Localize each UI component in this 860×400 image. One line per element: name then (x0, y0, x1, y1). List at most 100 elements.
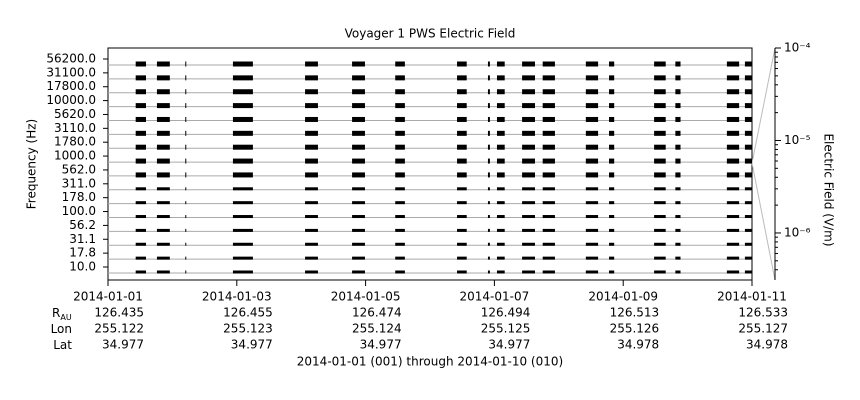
observation-segment (305, 228, 318, 232)
observation-segment (585, 201, 599, 205)
observation-segment (726, 130, 740, 136)
observation-segment (609, 61, 615, 67)
observation-segment (654, 270, 666, 274)
observation-segment (496, 242, 505, 246)
observation-segment (185, 158, 187, 164)
observation-segment (457, 75, 467, 81)
observation-segment (496, 89, 505, 95)
observation-segment (522, 228, 535, 232)
observation-segment (496, 116, 505, 122)
observation-segment (744, 130, 752, 136)
observation-segment (675, 228, 681, 232)
observation-segment (522, 270, 535, 274)
observation-segment (542, 270, 555, 274)
observation-segment (609, 256, 615, 260)
observation-segment (232, 130, 253, 136)
observation-segment (352, 270, 365, 274)
observation-segment (726, 116, 740, 122)
observation-segment (585, 172, 599, 178)
observation-segment (487, 256, 490, 260)
observation-segment (352, 144, 365, 150)
observation-segment (585, 103, 599, 109)
observation-segment (457, 215, 467, 219)
observation-segment (305, 61, 318, 67)
observation-segment (135, 270, 146, 274)
observation-segment (232, 201, 253, 205)
observation-segment (585, 242, 599, 246)
observation-segment (585, 144, 599, 150)
observation-segment (135, 89, 146, 95)
y-tick-label: 3110.0 (54, 121, 96, 135)
ephemeris-label: Lat (53, 338, 72, 352)
observation-segment (609, 89, 615, 95)
ephemeris-value: 126.533 (738, 306, 788, 320)
observation-segment (496, 172, 505, 178)
x-tick-label: 2014-01-03 (202, 290, 272, 304)
observation-segment (585, 187, 599, 191)
observation-segment (675, 130, 681, 136)
observation-segment (232, 242, 253, 246)
observation-segment (352, 75, 365, 81)
observation-segment (232, 75, 253, 81)
observation-segment (305, 242, 318, 246)
observation-segment (585, 256, 599, 260)
observation-segment (609, 201, 615, 205)
observation-segment (305, 144, 318, 150)
observation-segment (232, 89, 253, 95)
observation-segment (585, 130, 599, 136)
observation-segment (156, 103, 170, 109)
observation-segment (395, 215, 405, 219)
observation-segment (487, 144, 490, 150)
observation-segment (395, 103, 405, 109)
observation-segment (352, 242, 365, 246)
footer: 2014-01-01 (001) through 2014-01-10 (010… (297, 355, 563, 369)
ephemeris-value: 255.127 (738, 322, 788, 336)
observation-segment (726, 103, 740, 109)
observation-segment (654, 103, 666, 109)
observation-segment (675, 256, 681, 260)
observation-segment (542, 228, 555, 232)
observation-segment (156, 144, 170, 150)
ephemeris-value: 34.977 (102, 338, 144, 352)
observation-segment (487, 242, 490, 246)
chart-title: Voyager 1 PWS Electric Field (345, 27, 516, 41)
ephemeris-value: 255.122 (94, 322, 144, 336)
observation-segment (185, 75, 187, 81)
observation-segment (522, 172, 535, 178)
observation-segment (457, 103, 467, 109)
ephemeris-label-text: R (52, 306, 60, 320)
observation-segment (522, 256, 535, 260)
observation-segment (352, 256, 365, 260)
observation-segment (395, 75, 405, 81)
observation-segment (185, 89, 187, 95)
observation-segment (487, 89, 490, 95)
observation-segment (542, 130, 555, 136)
observation-segment (156, 256, 170, 260)
observation-segment (609, 75, 615, 81)
observation-segment (542, 158, 555, 164)
observation-segment (395, 158, 405, 164)
observation-segment (522, 215, 535, 219)
observation-segment (156, 201, 170, 205)
observation-segment (522, 242, 535, 246)
observation-segment (726, 89, 740, 95)
y-tick-label: 1780.0 (54, 135, 96, 149)
observation-segment (487, 158, 490, 164)
observation-segment (654, 256, 666, 260)
observation-segment (726, 201, 740, 205)
observation-segment (609, 172, 615, 178)
observation-segment (654, 228, 666, 232)
observation-segment (744, 61, 752, 67)
observation-segment (522, 158, 535, 164)
y-tick-label: 178.0 (62, 190, 96, 204)
observation-segment (395, 187, 405, 191)
observation-segment (585, 228, 599, 232)
observation-segment (135, 144, 146, 150)
observation-segment (744, 116, 752, 122)
ephemeris-value: 126.474 (352, 306, 402, 320)
observation-segment (305, 158, 318, 164)
ephemeris-value: 34.977 (360, 338, 402, 352)
observation-segment (156, 172, 170, 178)
observation-segment (487, 228, 490, 232)
observation-segment (585, 75, 599, 81)
